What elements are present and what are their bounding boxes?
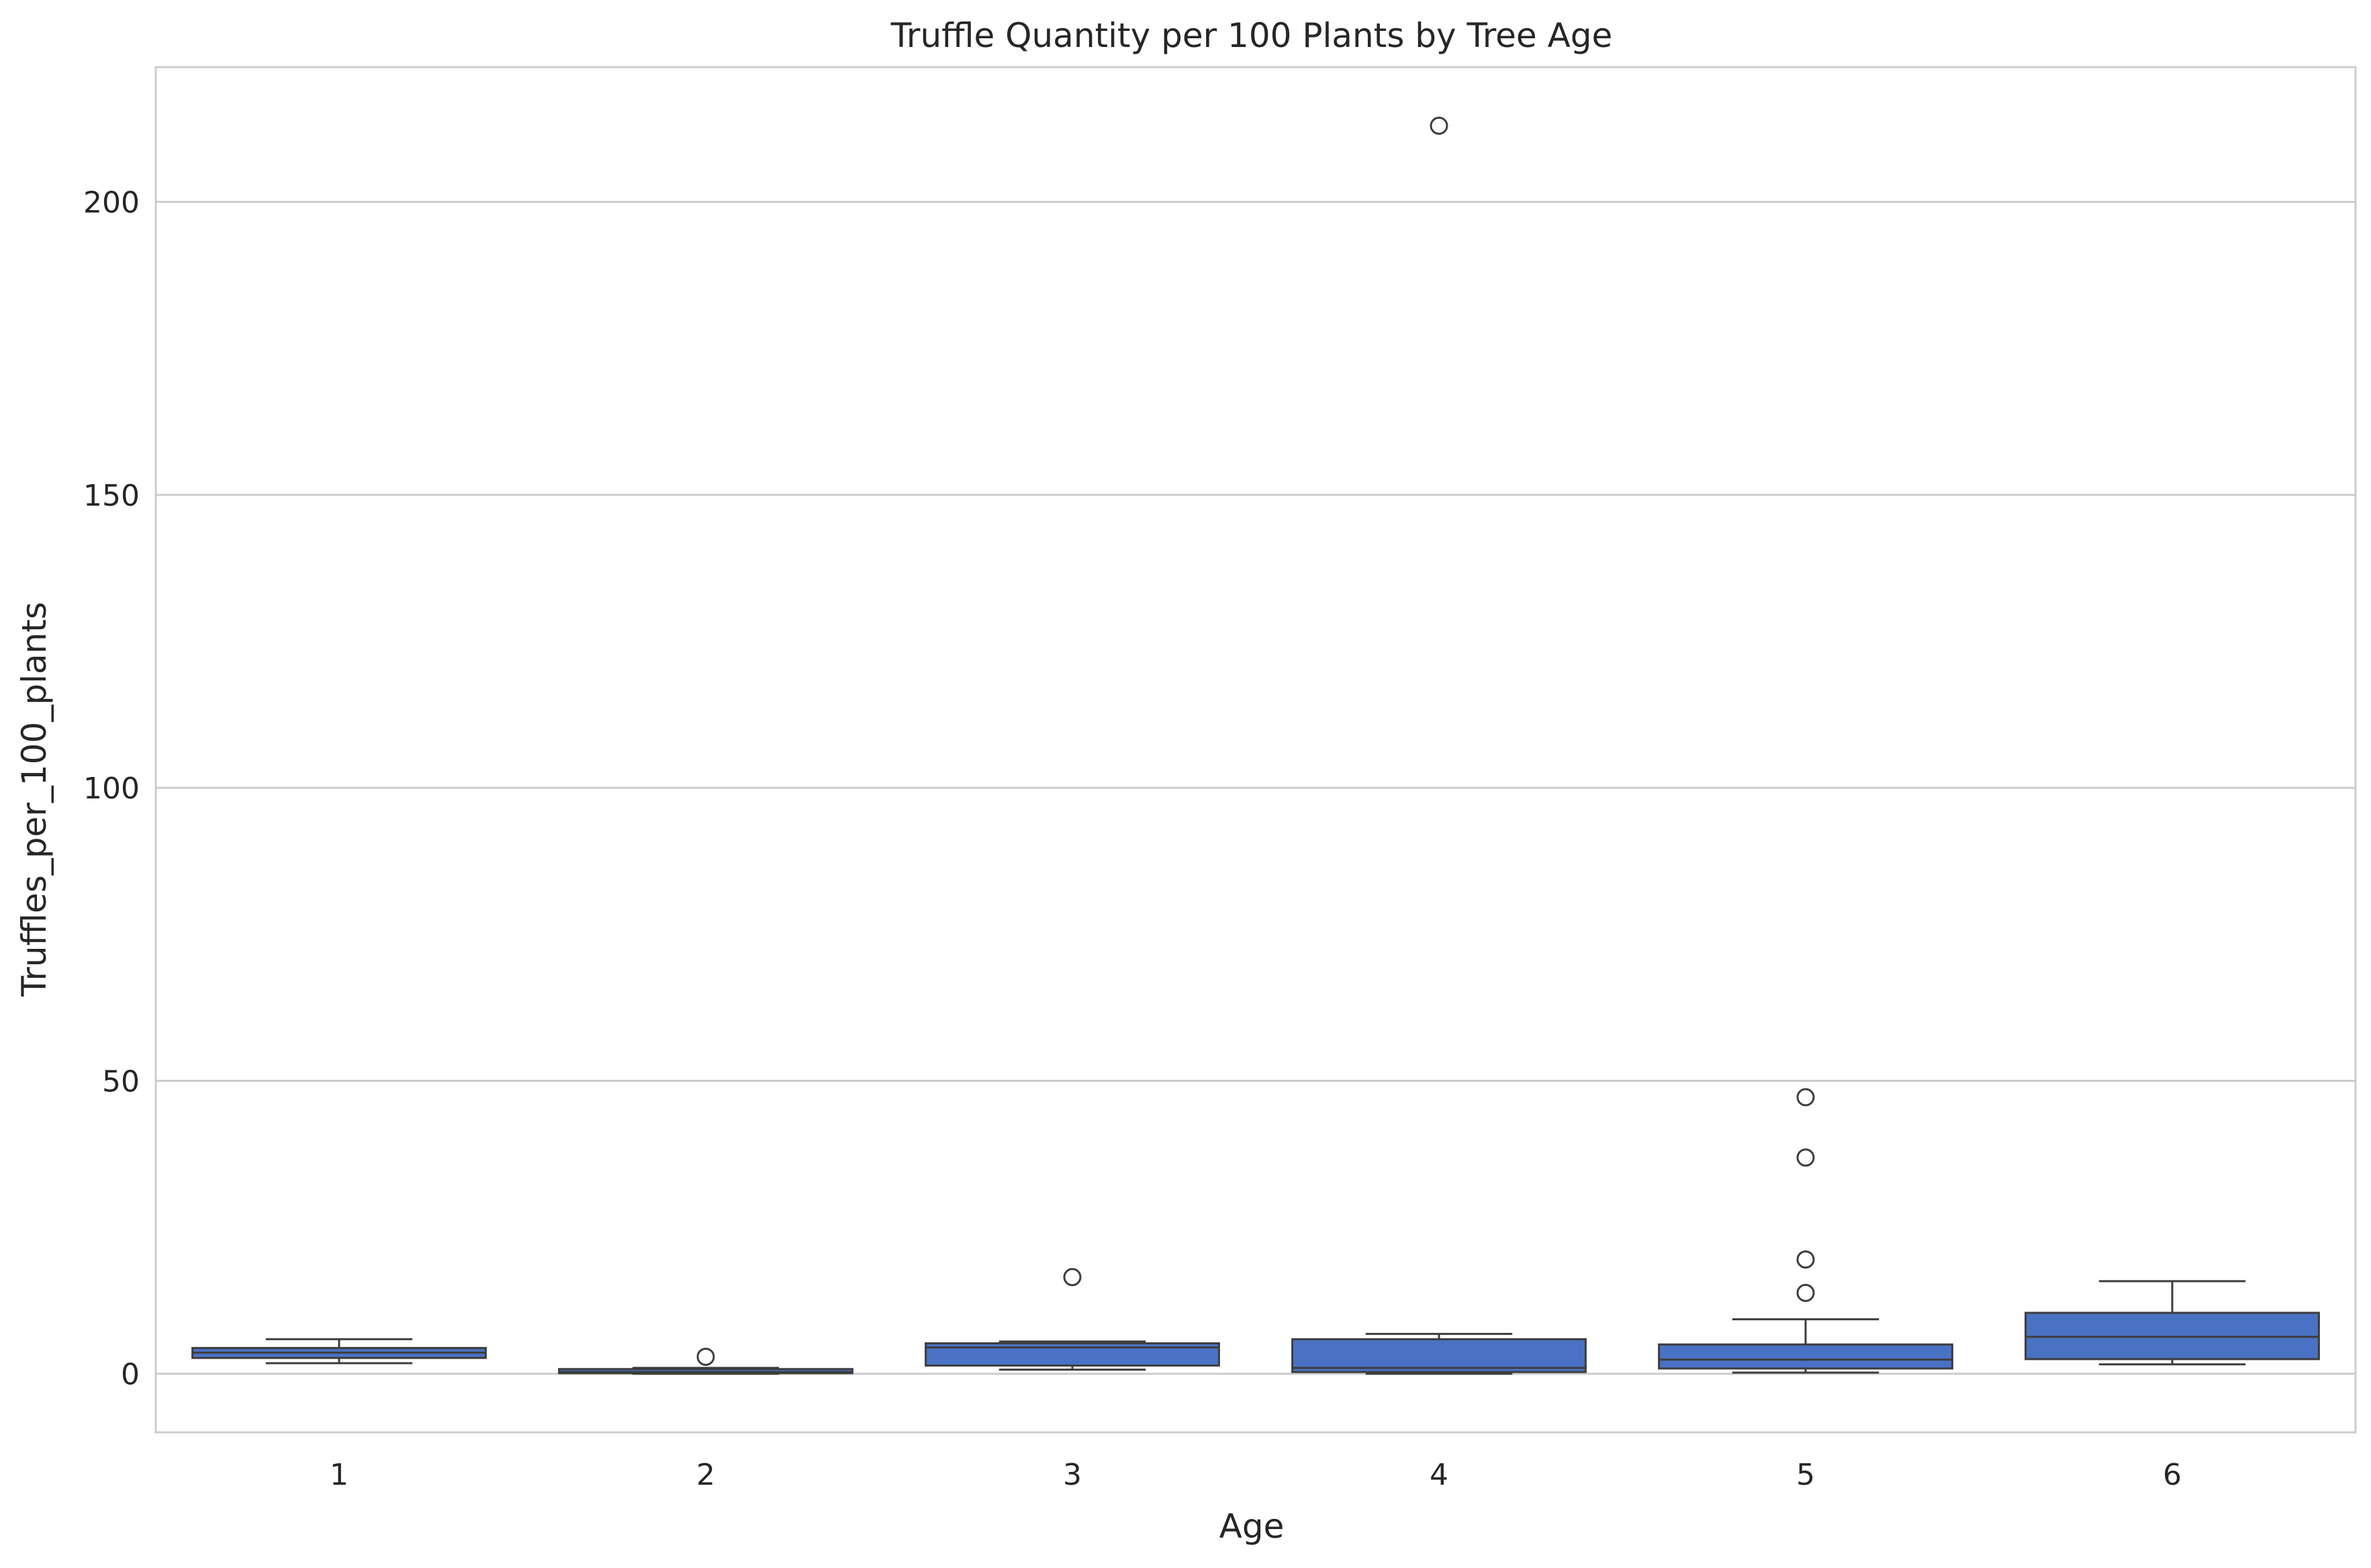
- outlier-point: [1796, 1088, 1815, 1107]
- box-group-age-5: [1658, 1088, 1953, 1374]
- box-group-age-1: [191, 1338, 487, 1365]
- grid-lines: [156, 201, 2356, 1375]
- outlier-point: [1796, 1250, 1815, 1269]
- x-tick-label: 2: [696, 1458, 715, 1492]
- box-group-age-4: [1291, 116, 1587, 1375]
- box-iqr: [1658, 1343, 1953, 1370]
- outlier-point: [696, 1347, 715, 1366]
- outlier-point: [1796, 1283, 1815, 1302]
- outlier-point: [1063, 1268, 1082, 1287]
- box-group-age-6: [2025, 1280, 2320, 1366]
- chart-title: Truffle Quantity per 100 Plants by Tree …: [890, 16, 1613, 55]
- x-tick-label: 6: [2163, 1458, 2182, 1492]
- y-tick-label: 50: [102, 1064, 140, 1099]
- y-tick-label: 150: [83, 479, 140, 513]
- box-group-age-2: [558, 1347, 853, 1375]
- y-axis-label: Truffles_per_100_plants: [15, 602, 54, 997]
- x-tick-label: 3: [1063, 1458, 1082, 1492]
- y-tick-label: 200: [83, 186, 140, 220]
- y-tick-label: 0: [121, 1358, 140, 1392]
- x-tick-label: 1: [330, 1458, 348, 1492]
- box-series: [191, 116, 2320, 1375]
- x-tick-label: 5: [1796, 1458, 1815, 1492]
- outlier-point: [1796, 1148, 1815, 1167]
- box-iqr: [1291, 1338, 1587, 1373]
- outlier-point: [1430, 116, 1448, 135]
- x-tick-label: 4: [1430, 1458, 1448, 1492]
- x-axis-label: Age: [1219, 1507, 1285, 1546]
- y-tick-label: 100: [83, 772, 140, 806]
- plot-area-frame: [154, 66, 2357, 1434]
- axis-ticks: 0 50 100 150 200 1 2 3 4 5 6: [83, 186, 2182, 1492]
- box-group-age-3: [925, 1268, 1220, 1371]
